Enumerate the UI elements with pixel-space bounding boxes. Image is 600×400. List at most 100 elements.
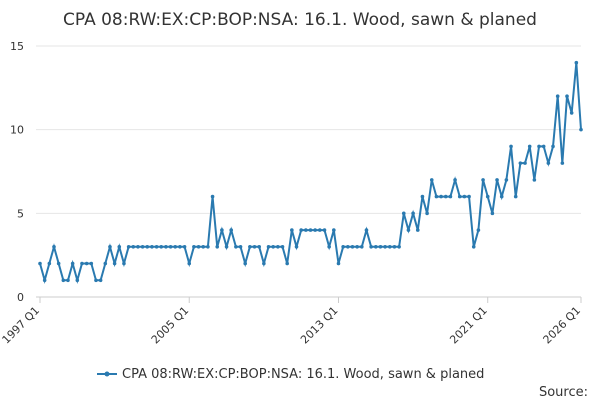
data-point (476, 228, 481, 232)
data-point (140, 245, 145, 249)
y-tick-label: 15 (10, 40, 24, 53)
data-point (434, 194, 439, 199)
data-point (495, 178, 499, 182)
data-point (322, 228, 327, 232)
y-tick-label: 0 (17, 291, 24, 304)
data-point (168, 245, 173, 249)
legend-label: CPA 08:RW:EX:CP:BOP:NSA: 16.1. Wood, saw… (122, 367, 484, 382)
data-point (192, 245, 196, 249)
data-point (122, 261, 126, 266)
data-point (565, 94, 569, 98)
data-point (355, 245, 359, 249)
data-point (234, 245, 238, 249)
data-point (145, 245, 150, 249)
data-point (215, 245, 220, 249)
data-point (126, 245, 131, 249)
data-point (84, 261, 89, 266)
data-point (467, 194, 471, 199)
data-point (206, 245, 210, 249)
data-point (243, 261, 248, 266)
data-point (415, 228, 420, 232)
series-line (39, 62, 582, 284)
data-point (523, 161, 527, 165)
data-point (98, 278, 103, 283)
data-point (154, 245, 159, 249)
data-point (439, 194, 443, 199)
data-point (369, 245, 373, 249)
data-point (308, 228, 313, 232)
data-point (453, 178, 457, 182)
data-point (443, 194, 448, 199)
data-point (164, 245, 168, 249)
data-point (560, 161, 565, 165)
data-point (220, 228, 224, 232)
data-point (150, 245, 154, 249)
data-point (490, 211, 495, 216)
data-point (527, 144, 532, 149)
data-point (387, 245, 392, 249)
data-point (341, 245, 345, 249)
data-point (509, 144, 513, 149)
data-point (346, 245, 350, 249)
data-point (518, 161, 523, 165)
x-tick-label: 2005 Q1 (149, 304, 192, 347)
data-point (364, 228, 369, 232)
data-point (318, 228, 322, 232)
data-point (182, 245, 187, 249)
data-point (290, 228, 294, 232)
data-point (392, 245, 397, 249)
data-point (411, 211, 415, 216)
y-tick-label: 10 (10, 124, 24, 137)
data-point (485, 194, 490, 199)
data-point (532, 178, 537, 182)
data-point (471, 245, 476, 249)
data-point (457, 194, 462, 199)
data-point (136, 245, 140, 249)
data-point (383, 245, 387, 249)
y-tick-label: 5 (17, 207, 24, 220)
data-point (238, 245, 243, 249)
data-point (229, 228, 234, 232)
data-point (173, 245, 178, 249)
data-point (257, 245, 261, 249)
data-point (401, 211, 406, 216)
data-point (42, 278, 47, 283)
data-point (304, 228, 308, 232)
data-point (425, 211, 429, 216)
data-point (546, 161, 551, 165)
data-point (108, 245, 112, 249)
data-point (551, 144, 555, 149)
data-point (131, 245, 136, 249)
data-point (248, 245, 252, 249)
data-point (276, 245, 280, 249)
data-point (397, 245, 401, 249)
data-point (285, 261, 289, 266)
data-point (252, 245, 257, 249)
data-point (569, 111, 574, 115)
data-point (574, 60, 579, 65)
data-point (94, 278, 98, 283)
data-point (406, 228, 411, 232)
data-point (378, 245, 383, 249)
data-point (313, 228, 317, 232)
data-point (38, 261, 42, 266)
data-point (103, 261, 108, 266)
data-point (555, 94, 560, 98)
data-point (429, 178, 434, 182)
data-point (513, 194, 518, 199)
data-point (52, 245, 56, 249)
data-point (327, 245, 331, 249)
data-point (332, 228, 336, 232)
x-tick-label: 1997 Q1 (0, 304, 42, 347)
data-point (360, 245, 364, 249)
data-point (210, 194, 215, 199)
data-point (350, 245, 355, 249)
data-point (299, 228, 303, 232)
data-point (499, 194, 504, 199)
data-point (66, 278, 70, 283)
data-point (373, 245, 378, 249)
data-point (89, 261, 94, 266)
data-point (117, 245, 122, 249)
data-point (280, 245, 285, 249)
